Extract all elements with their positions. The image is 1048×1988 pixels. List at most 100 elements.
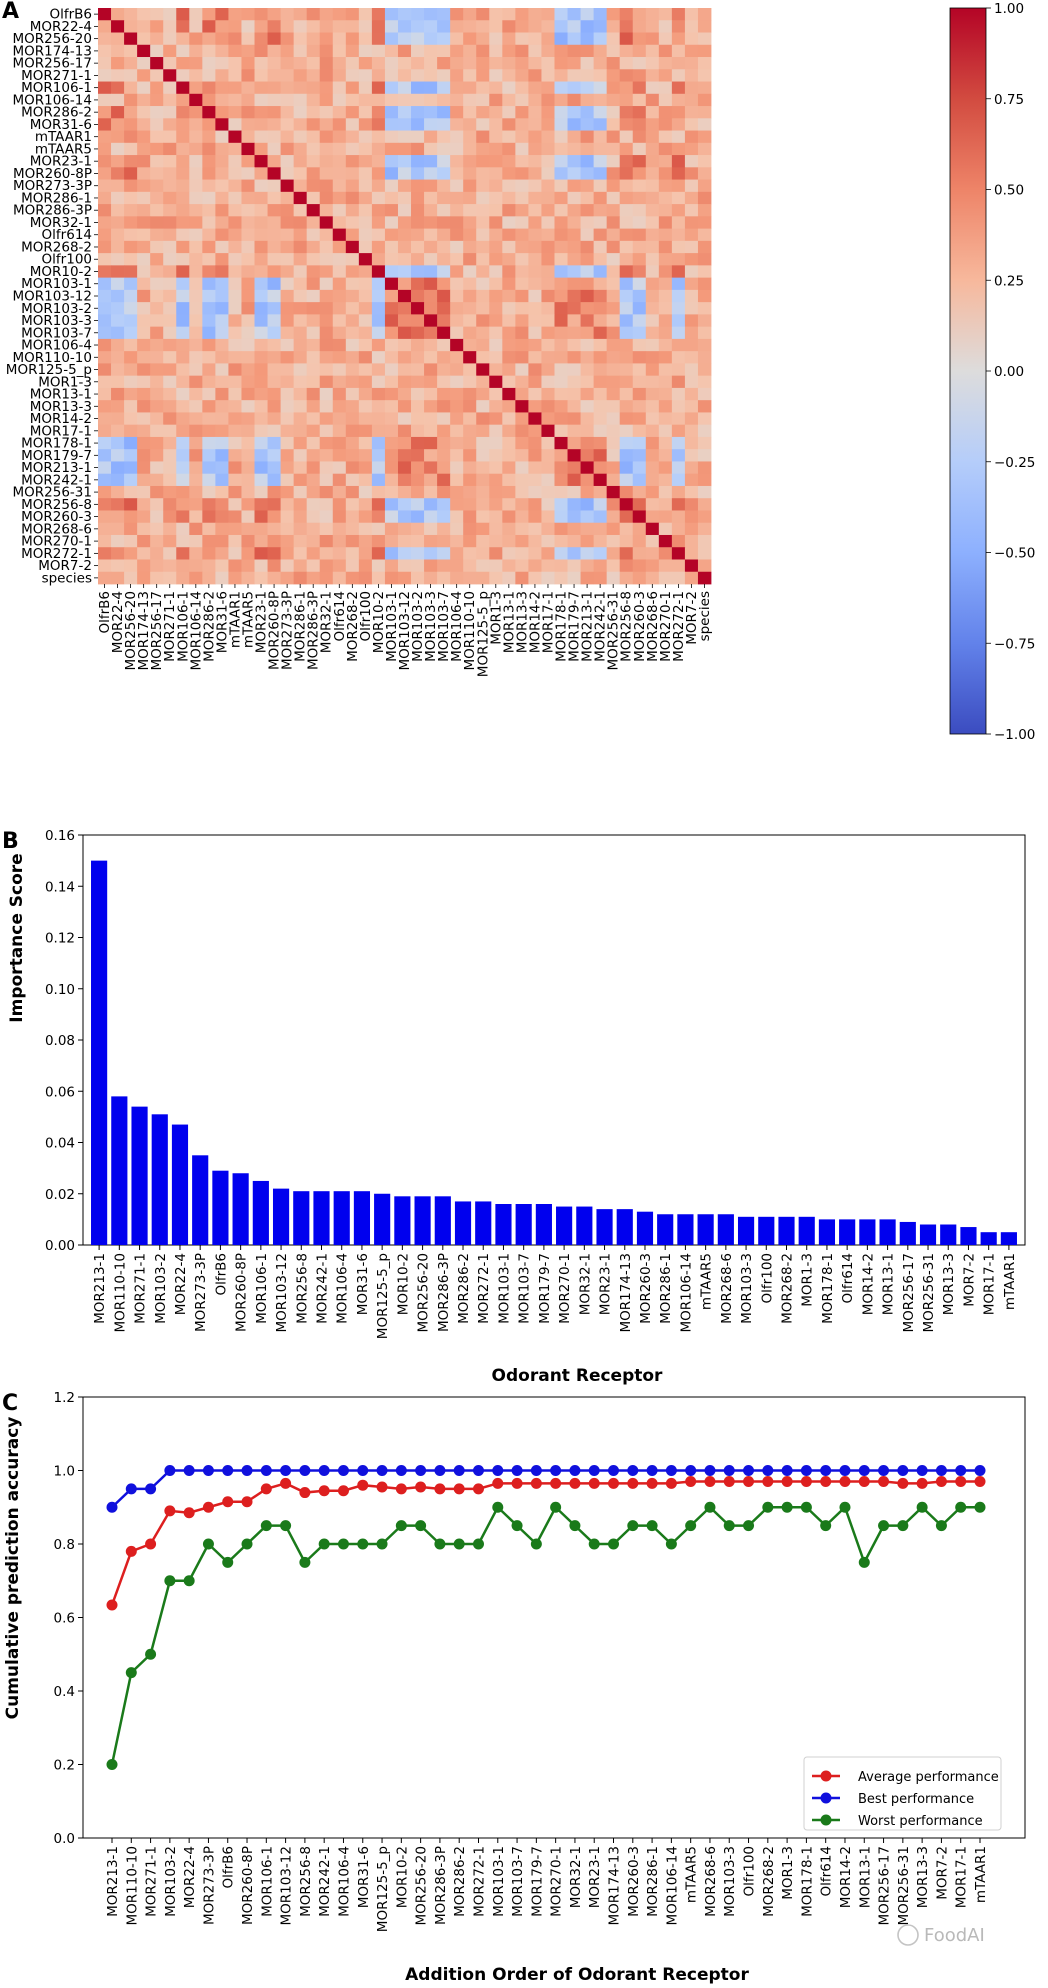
heatmap-cell xyxy=(254,155,268,168)
heatmap-cell xyxy=(658,400,673,413)
heatmap-cell xyxy=(528,302,542,315)
heatmap-cell xyxy=(645,387,660,401)
heatmap-cell xyxy=(124,20,138,33)
heatmap-col-label-mor174-13: MOR174-13 xyxy=(136,591,152,670)
bar-x-label-mor13-3: MOR13-3 xyxy=(941,1253,957,1315)
heatmap-cell xyxy=(684,424,699,438)
heatmap-cell xyxy=(371,130,386,144)
heatmap-cell xyxy=(593,130,608,144)
heatmap-cell xyxy=(254,289,268,303)
heatmap-cell xyxy=(489,522,503,536)
heatmap-cell xyxy=(228,8,242,21)
heatmap-cell xyxy=(632,449,647,462)
heatmap-cell xyxy=(228,69,242,82)
heatmap-cell xyxy=(280,265,295,279)
bar-mor286-3p xyxy=(434,1196,451,1245)
heatmap-cell xyxy=(267,216,281,229)
heatmap-cell xyxy=(358,400,373,413)
heatmap-cell xyxy=(502,204,516,217)
heatmap-cell xyxy=(358,81,373,95)
heatmap-cell xyxy=(567,8,581,21)
bar-x-label-mor286-3p: MOR286-3P xyxy=(436,1253,452,1332)
heatmap-cell xyxy=(554,326,568,340)
heatmap-cell xyxy=(606,155,621,168)
heatmap-cell xyxy=(463,461,477,475)
heatmap-cell xyxy=(606,216,621,229)
series-point-best-performance xyxy=(781,1465,793,1476)
heatmap-cell xyxy=(150,253,164,266)
heatmap-cell xyxy=(489,20,503,33)
heatmap-col-label-mor17-1: MOR17-1 xyxy=(540,591,556,653)
heatmap-cell xyxy=(254,449,268,462)
heatmap-cell xyxy=(476,69,490,82)
series-point-worst-performance xyxy=(106,1759,118,1770)
heatmap-cell xyxy=(254,142,268,156)
heatmap-cell xyxy=(541,142,555,156)
heatmap-cell xyxy=(228,130,242,144)
heatmap-cell xyxy=(345,69,360,82)
heatmap-cell xyxy=(189,424,203,438)
heatmap-cell xyxy=(437,93,451,107)
heatmap-cell xyxy=(658,547,673,560)
heatmap-row-label-mor271-1: MOR271-1 xyxy=(21,68,92,84)
series-point-worst-performance xyxy=(550,1501,562,1513)
heatmap-cell xyxy=(397,485,412,499)
heatmap-cell xyxy=(619,130,634,144)
heatmap-cell xyxy=(580,277,595,291)
heatmap-cell xyxy=(502,8,516,21)
heatmap-cell xyxy=(215,534,229,548)
legend-average-label: Average performance xyxy=(858,1770,999,1785)
heatmap-cell xyxy=(306,289,321,303)
series-point-best-performance xyxy=(280,1465,292,1476)
bar-mor17-1 xyxy=(980,1232,997,1245)
bar-mor13-3 xyxy=(940,1224,957,1245)
heatmap-cell xyxy=(345,412,360,426)
heatmap-cell xyxy=(606,363,621,377)
heatmap-cell xyxy=(684,253,699,266)
line-x-label-mor242-1: MOR242-1 xyxy=(317,1846,333,1917)
heatmap-cell xyxy=(254,473,268,487)
heatmap-cell xyxy=(98,155,112,168)
heatmap-cell xyxy=(189,522,203,536)
heatmap-cell xyxy=(697,44,712,58)
heatmap-cell xyxy=(593,351,608,364)
heatmap-cell xyxy=(384,130,399,144)
line-y-tick-label: 0.6 xyxy=(54,1611,75,1627)
heatmap-cell xyxy=(554,8,568,21)
heatmap-cell xyxy=(450,436,464,450)
heatmap-cell xyxy=(593,20,608,33)
heatmap-cell xyxy=(502,69,516,82)
bar-x-label-mor125-5-p: MOR125-5_p xyxy=(375,1253,391,1339)
heatmap-cell xyxy=(424,44,438,58)
heatmap-cell xyxy=(645,289,660,303)
heatmap-cell xyxy=(267,314,281,328)
heatmap-cell xyxy=(541,44,555,58)
heatmap-cell xyxy=(280,191,295,205)
heatmap-cell xyxy=(515,338,529,352)
colorbar-tick-label: −0.50 xyxy=(994,546,1035,562)
heatmap-cell xyxy=(541,191,555,205)
heatmap-cell xyxy=(202,547,216,560)
heatmap-cell xyxy=(202,179,216,193)
heatmap-cell xyxy=(502,473,516,487)
heatmap-col-label-mor260-3: MOR260-3 xyxy=(632,591,648,662)
bar-x-label-mor110-10: MOR110-10 xyxy=(112,1253,128,1332)
heatmap-cell xyxy=(111,155,125,168)
heatmap-cell xyxy=(397,522,412,536)
heatmap-cell xyxy=(111,510,125,524)
series-point-worst-performance xyxy=(299,1556,311,1568)
heatmap-cell xyxy=(397,20,412,33)
heatmap-cell xyxy=(254,485,268,499)
heatmap-cell xyxy=(593,253,608,266)
heatmap-cell xyxy=(606,473,621,487)
heatmap-cell xyxy=(215,142,229,156)
heatmap-cell xyxy=(463,387,477,401)
heatmap-cell xyxy=(358,106,373,119)
heatmap-cell xyxy=(528,498,542,511)
heatmap-col-label-mtaar1: mTAAR1 xyxy=(227,591,243,648)
heatmap-cell xyxy=(293,106,308,119)
heatmap-cell xyxy=(306,363,321,377)
heatmap-col-label-mor286-3p: MOR286-3P xyxy=(306,591,322,670)
heatmap-cell xyxy=(632,253,647,266)
heatmap-cell xyxy=(241,118,255,131)
